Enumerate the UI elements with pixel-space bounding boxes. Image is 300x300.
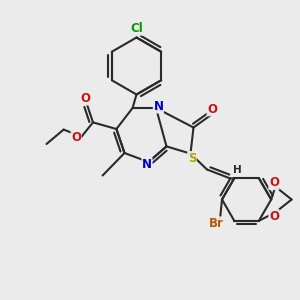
Text: Cl: Cl <box>130 22 143 35</box>
Text: O: O <box>80 92 91 105</box>
Text: O: O <box>207 103 217 116</box>
Text: H: H <box>233 165 242 176</box>
Text: N: N <box>153 100 164 113</box>
Text: O: O <box>269 209 279 223</box>
Text: S: S <box>188 152 196 165</box>
Text: N: N <box>142 158 152 171</box>
Text: O: O <box>269 176 279 190</box>
Text: O: O <box>71 130 81 144</box>
Text: Br: Br <box>208 217 224 230</box>
